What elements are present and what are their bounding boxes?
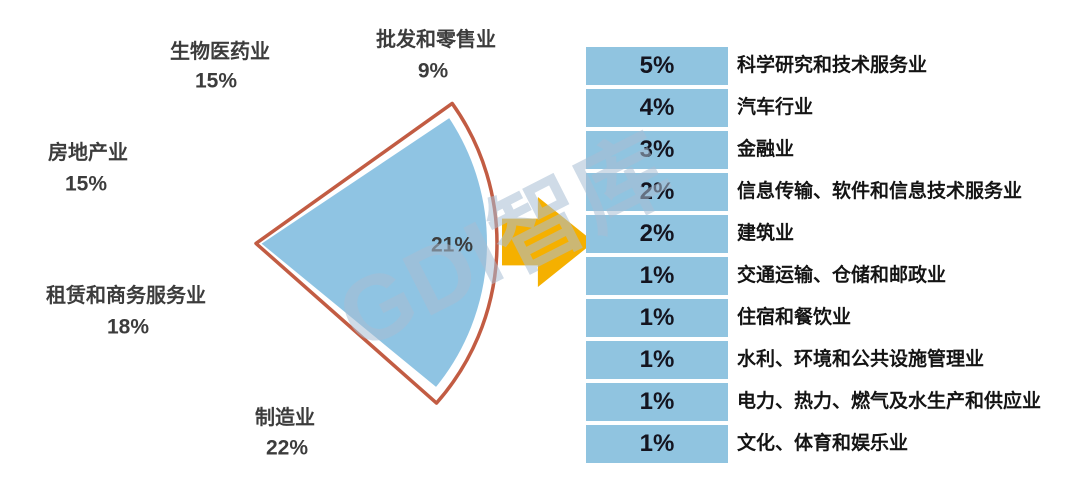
table-row: 1% 交通运输、仓储和邮政业 [586, 257, 1076, 295]
pie-slice-label: 批发和零售业 [376, 29, 496, 51]
table-row-label: 科学研究和技术服务业 [737, 55, 928, 76]
pie-slice-exploded [258, 115, 489, 390]
pie-slice-label: 生物医药业 [170, 41, 270, 63]
table-row: 1% 住宿和餐饮业 [586, 299, 1076, 337]
table-row-label: 交通运输、仓储和邮政业 [737, 265, 947, 286]
pie-slice-label: 租赁和商务服务业 [46, 285, 206, 307]
table-row-label: 汽车行业 [737, 97, 814, 118]
breakdown-table: 5% 科学研究和技术服务业 4% 汽车行业 3% 金融业 2% 信息传输、软件和信息技术服务业… [586, 47, 1076, 467]
pie-slice-percent: 15% [194, 69, 238, 93]
table-percent-cell: 1% [586, 257, 728, 295]
table-row-label: 建筑业 [737, 223, 795, 244]
table-row-label: 水利、环境和公共设施管理业 [737, 349, 985, 370]
pie-slice-label: 制造业 [255, 407, 315, 429]
table-row: 1% 文化、体育和娱乐业 [586, 425, 1076, 463]
table-row-label: 信息传输、软件和信息技术服务业 [737, 181, 1023, 202]
table-row: 4% 汽车行业 [586, 89, 1076, 127]
table-percent-cell: 1% [586, 341, 728, 379]
pie-slice-percent: 21% [430, 233, 474, 257]
table-percent-cell: 3% [586, 131, 728, 169]
table-row: 3% 金融业 [586, 131, 1076, 169]
table-row: 1% 电力、热力、燃气及水生产和供应业 [586, 383, 1076, 421]
table-row-label: 电力、热力、燃气及水生产和供应业 [737, 391, 1042, 412]
table-percent-cell: 2% [586, 215, 728, 253]
table-row-label: 文化、体育和娱乐业 [737, 433, 909, 454]
table-percent-cell: 5% [586, 47, 728, 85]
pie-slice-percent: 18% [106, 315, 150, 339]
pie-slice-percent: 22% [265, 436, 309, 460]
pie-slice-label: 房地产业 [48, 142, 128, 164]
table-row: 2% 信息传输、软件和信息技术服务业 [586, 173, 1076, 211]
table-row: 1% 水利、环境和公共设施管理业 [586, 341, 1076, 379]
pie-slice-percent: 15% [64, 172, 108, 196]
table-percent-cell: 1% [586, 425, 728, 463]
table-row-label: 金融业 [737, 139, 795, 160]
table-percent-cell: 2% [586, 173, 728, 211]
table-percent-cell: 1% [586, 383, 728, 421]
table-row: 5% 科学研究和技术服务业 [586, 47, 1076, 85]
table-row: 2% 建筑业 [586, 215, 1076, 253]
table-row-label: 住宿和餐饮业 [737, 307, 852, 328]
exploded-slice-outline [254, 101, 499, 405]
table-percent-cell: 4% [586, 89, 728, 127]
pie-slice-percent: 9% [417, 59, 449, 83]
table-percent-cell: 1% [586, 299, 728, 337]
